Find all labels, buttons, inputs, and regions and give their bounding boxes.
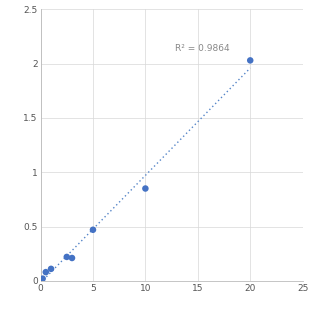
Point bbox=[49, 266, 54, 271]
Point bbox=[70, 256, 75, 261]
Text: R² = 0.9864: R² = 0.9864 bbox=[175, 44, 229, 53]
Point bbox=[64, 254, 69, 259]
Point bbox=[43, 270, 48, 275]
Point bbox=[38, 278, 43, 283]
Point bbox=[248, 58, 253, 63]
Point bbox=[40, 276, 45, 281]
Point bbox=[39, 277, 44, 282]
Point bbox=[90, 227, 95, 232]
Point bbox=[143, 186, 148, 191]
